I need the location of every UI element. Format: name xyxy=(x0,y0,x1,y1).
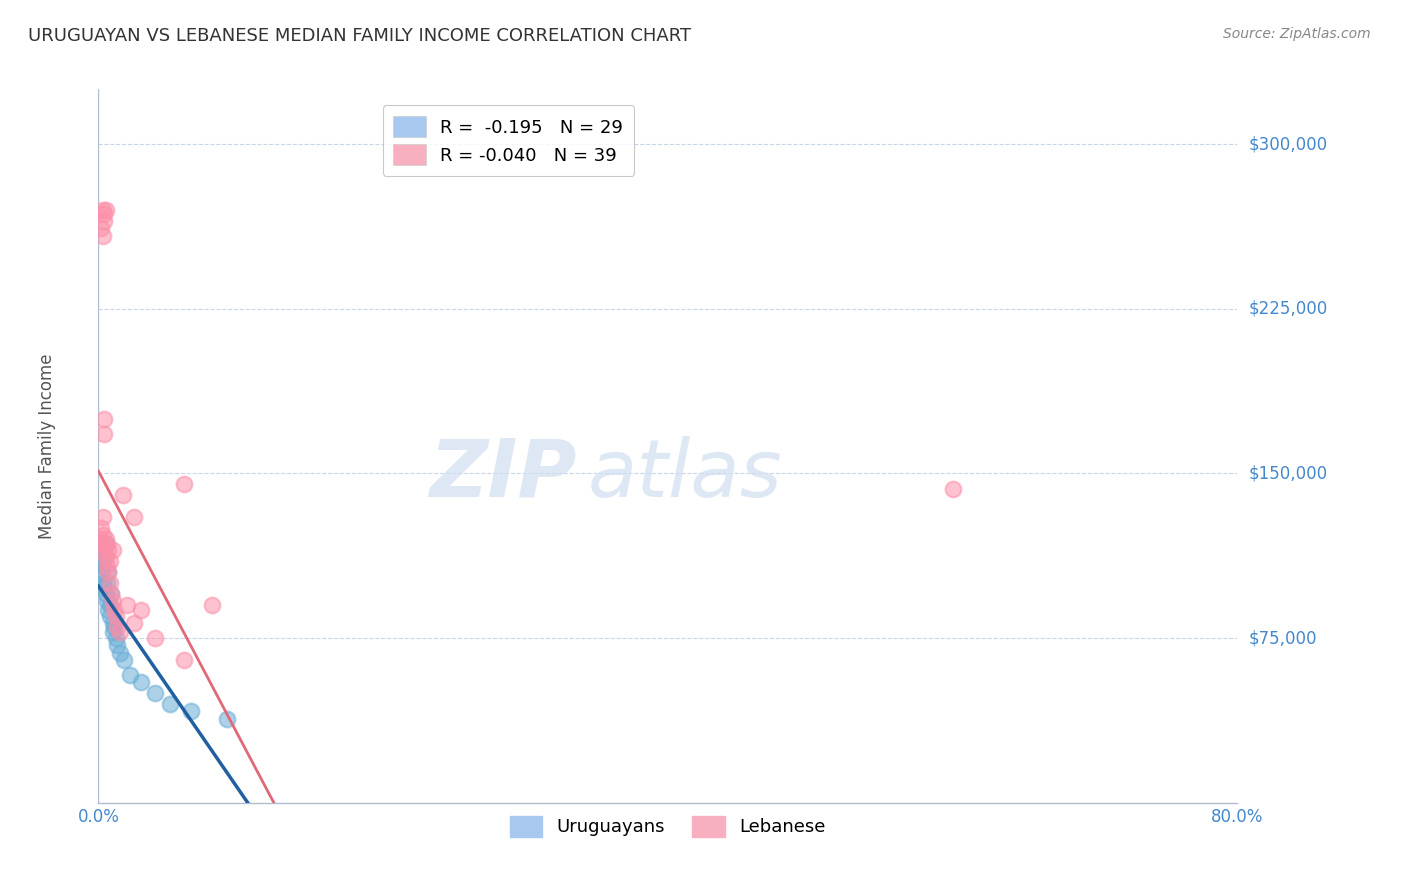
Point xyxy=(105,638,128,652)
Point xyxy=(94,533,117,547)
Point xyxy=(122,615,145,630)
Point xyxy=(91,510,114,524)
Text: $150,000: $150,000 xyxy=(1249,465,1327,483)
Point xyxy=(108,647,131,661)
Point xyxy=(90,521,112,535)
Point xyxy=(100,587,122,601)
Point xyxy=(91,558,114,573)
Point xyxy=(98,576,121,591)
Point xyxy=(159,697,181,711)
Point xyxy=(93,549,115,564)
Point xyxy=(104,631,127,645)
Point xyxy=(94,537,117,551)
Point xyxy=(98,554,121,568)
Point xyxy=(97,566,120,580)
Point xyxy=(98,598,121,612)
Point xyxy=(180,704,202,718)
Text: ZIP: ZIP xyxy=(429,435,576,514)
Point xyxy=(93,411,115,425)
Text: Median Family Income: Median Family Income xyxy=(38,353,56,539)
Point xyxy=(101,543,124,558)
Point xyxy=(129,602,152,616)
Point xyxy=(104,609,127,624)
Point xyxy=(89,533,111,547)
Point xyxy=(93,581,115,595)
Point xyxy=(90,566,112,580)
Point xyxy=(90,543,112,558)
Point xyxy=(112,653,135,667)
Point xyxy=(89,543,111,558)
Point xyxy=(96,576,118,591)
Point xyxy=(118,668,141,682)
Point xyxy=(97,566,120,580)
Text: $225,000: $225,000 xyxy=(1249,300,1327,318)
Point xyxy=(91,202,114,217)
Point xyxy=(173,477,195,491)
Point xyxy=(101,594,124,608)
Point xyxy=(96,594,118,608)
Point xyxy=(91,229,114,244)
Point xyxy=(942,482,965,496)
Point xyxy=(129,675,152,690)
Text: atlas: atlas xyxy=(588,435,783,514)
Point xyxy=(91,576,114,591)
Point xyxy=(94,587,117,601)
Point xyxy=(100,587,122,601)
Text: URUGUAYAN VS LEBANESE MEDIAN FAMILY INCOME CORRELATION CHART: URUGUAYAN VS LEBANESE MEDIAN FAMILY INCO… xyxy=(28,27,692,45)
Point xyxy=(103,602,125,616)
Point xyxy=(98,609,121,624)
Text: $300,000: $300,000 xyxy=(1249,135,1327,153)
Point xyxy=(97,602,120,616)
Point xyxy=(173,653,195,667)
Point xyxy=(93,207,115,221)
Point xyxy=(103,620,125,634)
Point xyxy=(93,214,115,228)
Point xyxy=(101,624,124,639)
Point xyxy=(96,558,118,573)
Legend: Uruguayans, Lebanese: Uruguayans, Lebanese xyxy=(503,808,832,844)
Text: $75,000: $75,000 xyxy=(1249,629,1317,647)
Text: Source: ZipAtlas.com: Source: ZipAtlas.com xyxy=(1223,27,1371,41)
Point xyxy=(105,620,128,634)
Point xyxy=(111,488,134,502)
Point xyxy=(145,686,167,700)
Point xyxy=(90,220,112,235)
Point xyxy=(97,543,120,558)
Point xyxy=(145,631,167,645)
Point xyxy=(93,426,115,441)
Point xyxy=(108,624,131,639)
Point xyxy=(91,528,114,542)
Point xyxy=(215,712,238,726)
Point xyxy=(89,554,111,568)
Point xyxy=(94,202,117,217)
Point xyxy=(90,537,112,551)
Point xyxy=(94,549,117,564)
Point xyxy=(101,615,124,630)
Point xyxy=(122,510,145,524)
Point xyxy=(96,537,118,551)
Point xyxy=(115,598,138,612)
Point xyxy=(201,598,224,612)
